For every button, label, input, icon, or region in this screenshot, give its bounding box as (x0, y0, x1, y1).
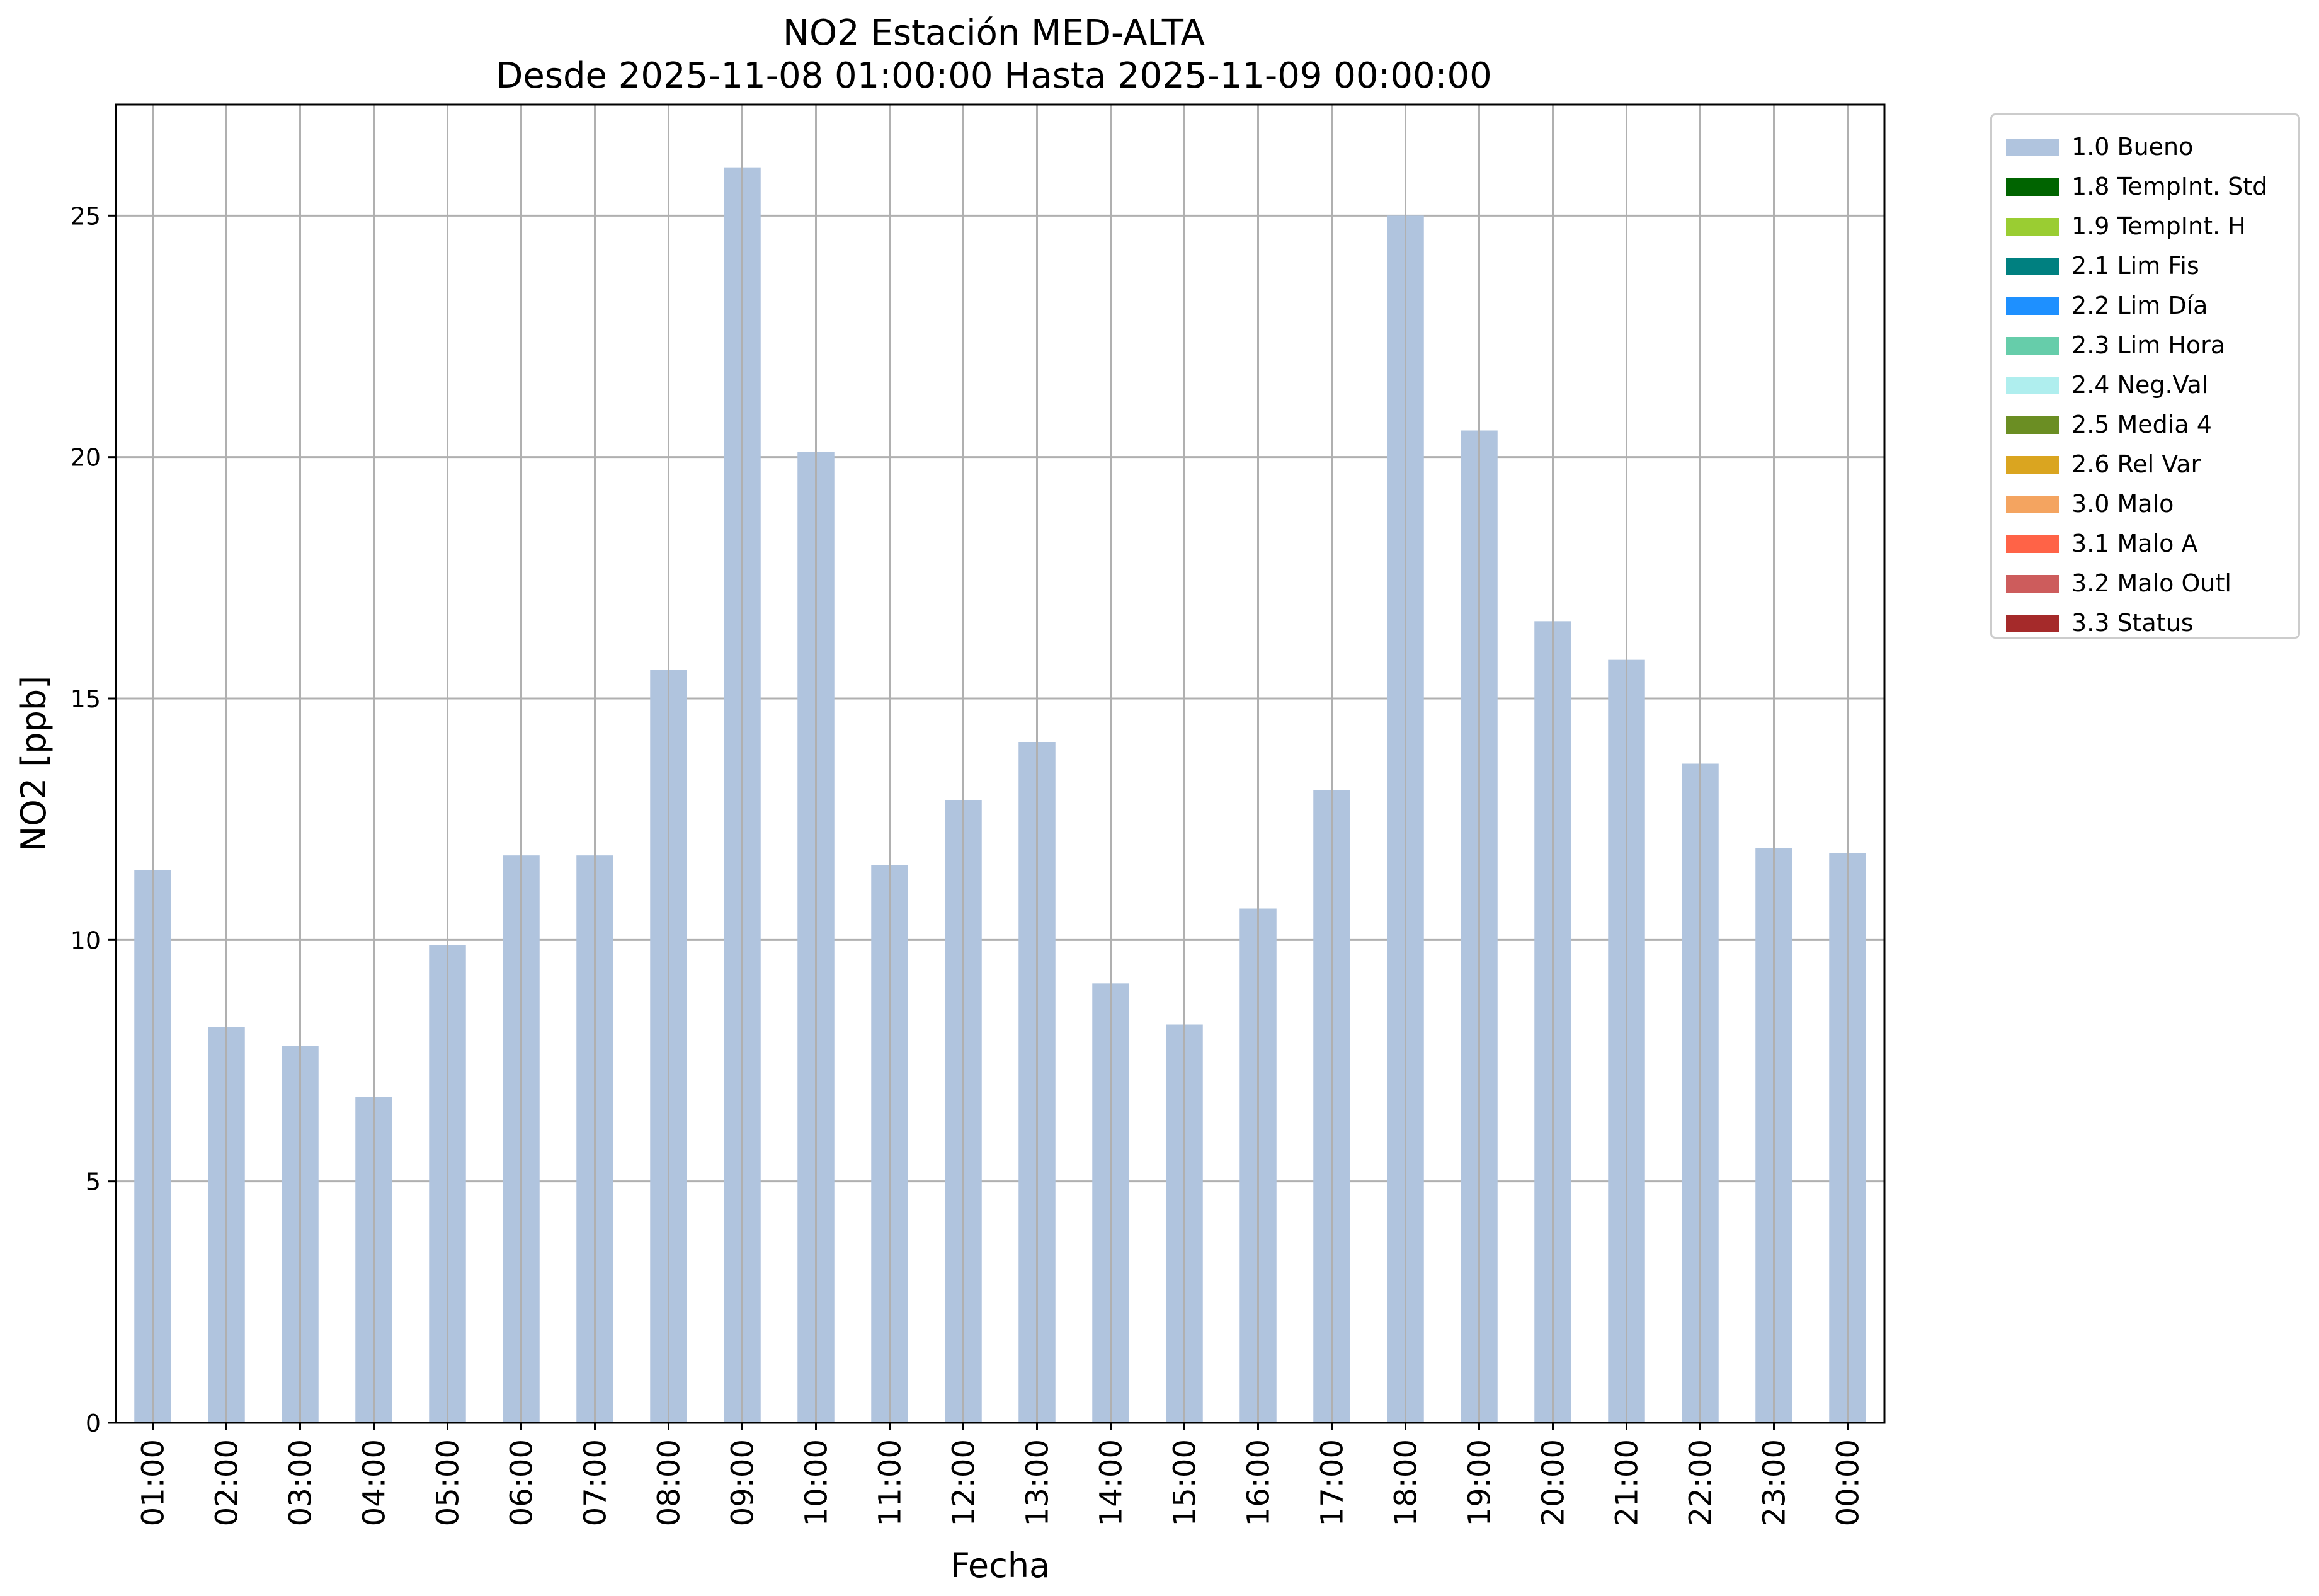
legend-label: 2.5 Media 4 (2071, 411, 2212, 438)
x-tick-label: 16:00 (1241, 1439, 1277, 1526)
legend-swatch (2006, 258, 2059, 275)
x-tick-label: 08:00 (652, 1439, 687, 1526)
legend-label: 3.1 Malo A (2071, 530, 2198, 557)
legend-item: 1.9 TempInt. H (1992, 207, 2298, 247)
x-tick-label: 19:00 (1462, 1439, 1498, 1526)
x-axis-label: Fecha (950, 1546, 1050, 1585)
chart-title: NO2 Estación MED-ALTA (783, 13, 1205, 54)
y-axis-label: NO2 [ppb] (14, 676, 54, 852)
legend-swatch (2006, 218, 2059, 236)
legend-item: 1.0 Bueno (1992, 128, 2298, 168)
legend-label: 2.1 Lim Fis (2071, 252, 2199, 280)
legend-item: 3.0 Malo (1992, 485, 2298, 525)
legend-item: 2.3 Lim Hora (1992, 326, 2298, 366)
legend-item: 2.4 Neg.Val (1992, 366, 2298, 406)
legend-swatch (2006, 496, 2059, 513)
x-tick-label: 00:00 (1831, 1439, 1866, 1526)
legend-swatch (2006, 297, 2059, 315)
legend-item: 3.3 Status (1992, 604, 2298, 644)
legend-label: 3.2 Malo Outl (2071, 569, 2231, 597)
legend-label: 1.9 TempInt. H (2071, 212, 2246, 240)
x-tick-label: 09:00 (726, 1439, 761, 1526)
chart-subtitle: Desde 2025-11-08 01:00:00 Hasta 2025-11-… (496, 55, 1492, 96)
x-tick-layer: 01:00 02:00 03:00 04:00 05:00 06:00 07:00 08:00… (136, 1423, 1866, 1526)
legend-swatch (2006, 416, 2059, 434)
legend-swatch (2006, 575, 2059, 593)
x-tick-label: 01:00 (136, 1439, 171, 1526)
x-tick-label: 10:00 (799, 1439, 835, 1526)
x-tick-label: 21:00 (1610, 1439, 1645, 1526)
legend-swatch (2006, 535, 2059, 553)
x-tick-label: 22:00 (1684, 1439, 1719, 1526)
y-tick-label: 0 (86, 1410, 101, 1437)
x-tick-label: 18:00 (1389, 1439, 1424, 1526)
legend-label: 3.0 Malo (2071, 490, 2174, 518)
x-tick-label: 20:00 (1536, 1439, 1571, 1526)
legend-label: 2.6 Rel Var (2071, 450, 2201, 478)
legend-swatch (2006, 337, 2059, 355)
x-tick-label: 17:00 (1315, 1439, 1350, 1526)
y-tick-label: 15 (71, 685, 101, 713)
legend-swatch (2006, 615, 2059, 632)
y-tick-label: 20 (71, 444, 101, 472)
x-tick-label: 23:00 (1757, 1439, 1792, 1526)
legend-label: 2.3 Lim Hora (2071, 331, 2226, 359)
x-tick-label: 13:00 (1020, 1439, 1056, 1526)
legend-label: 3.3 Status (2071, 609, 2194, 637)
legend-swatch (2006, 456, 2059, 474)
legend: 1.0 Bueno 1.8 TempInt. Std 1.9 TempInt. H 2… (1990, 113, 2300, 639)
legend-item: 3.1 Malo A (1992, 525, 2298, 564)
legend-label: 2.2 Lim Día (2071, 292, 2208, 319)
x-tick-label: 14:00 (1094, 1439, 1129, 1526)
x-tick-label: 15:00 (1168, 1439, 1203, 1526)
legend-label: 1.8 TempInt. Std (2071, 173, 2268, 200)
y-tick-layer: 0 5 10 15 20 25 (71, 202, 116, 1437)
x-tick-label: 03:00 (283, 1439, 319, 1526)
legend-item: 3.2 Malo Outl (1992, 564, 2298, 604)
plot-frame (115, 103, 1886, 1424)
x-tick-label: 02:00 (210, 1439, 245, 1526)
legend-item: 2.5 Media 4 (1992, 406, 2298, 445)
legend-item: 2.2 Lim Día (1992, 287, 2298, 326)
x-tick-label: 07:00 (578, 1439, 613, 1526)
x-tick-label: 12:00 (947, 1439, 982, 1526)
bar-layer (134, 167, 1866, 1423)
y-tick-label: 25 (71, 202, 101, 230)
legend-swatch (2006, 377, 2059, 394)
legend-swatch (2006, 139, 2059, 156)
legend-item: 2.1 Lim Fis (1992, 247, 2298, 287)
x-tick-label: 06:00 (504, 1439, 540, 1526)
legend-item: 1.8 TempInt. Std (1992, 168, 2298, 207)
y-tick-label: 5 (86, 1168, 101, 1196)
x-tick-label: 04:00 (357, 1439, 392, 1526)
legend-label: 2.4 Neg.Val (2071, 371, 2209, 399)
x-tick-label: 11:00 (873, 1439, 908, 1526)
legend-swatch (2006, 178, 2059, 196)
vertical-grid-layer (152, 105, 1849, 1423)
legend-item: 2.6 Rel Var (1992, 445, 2298, 485)
y-tick-label: 10 (71, 926, 101, 954)
x-tick-label: 05:00 (431, 1439, 466, 1526)
legend-label: 1.0 Bueno (2071, 133, 2194, 161)
